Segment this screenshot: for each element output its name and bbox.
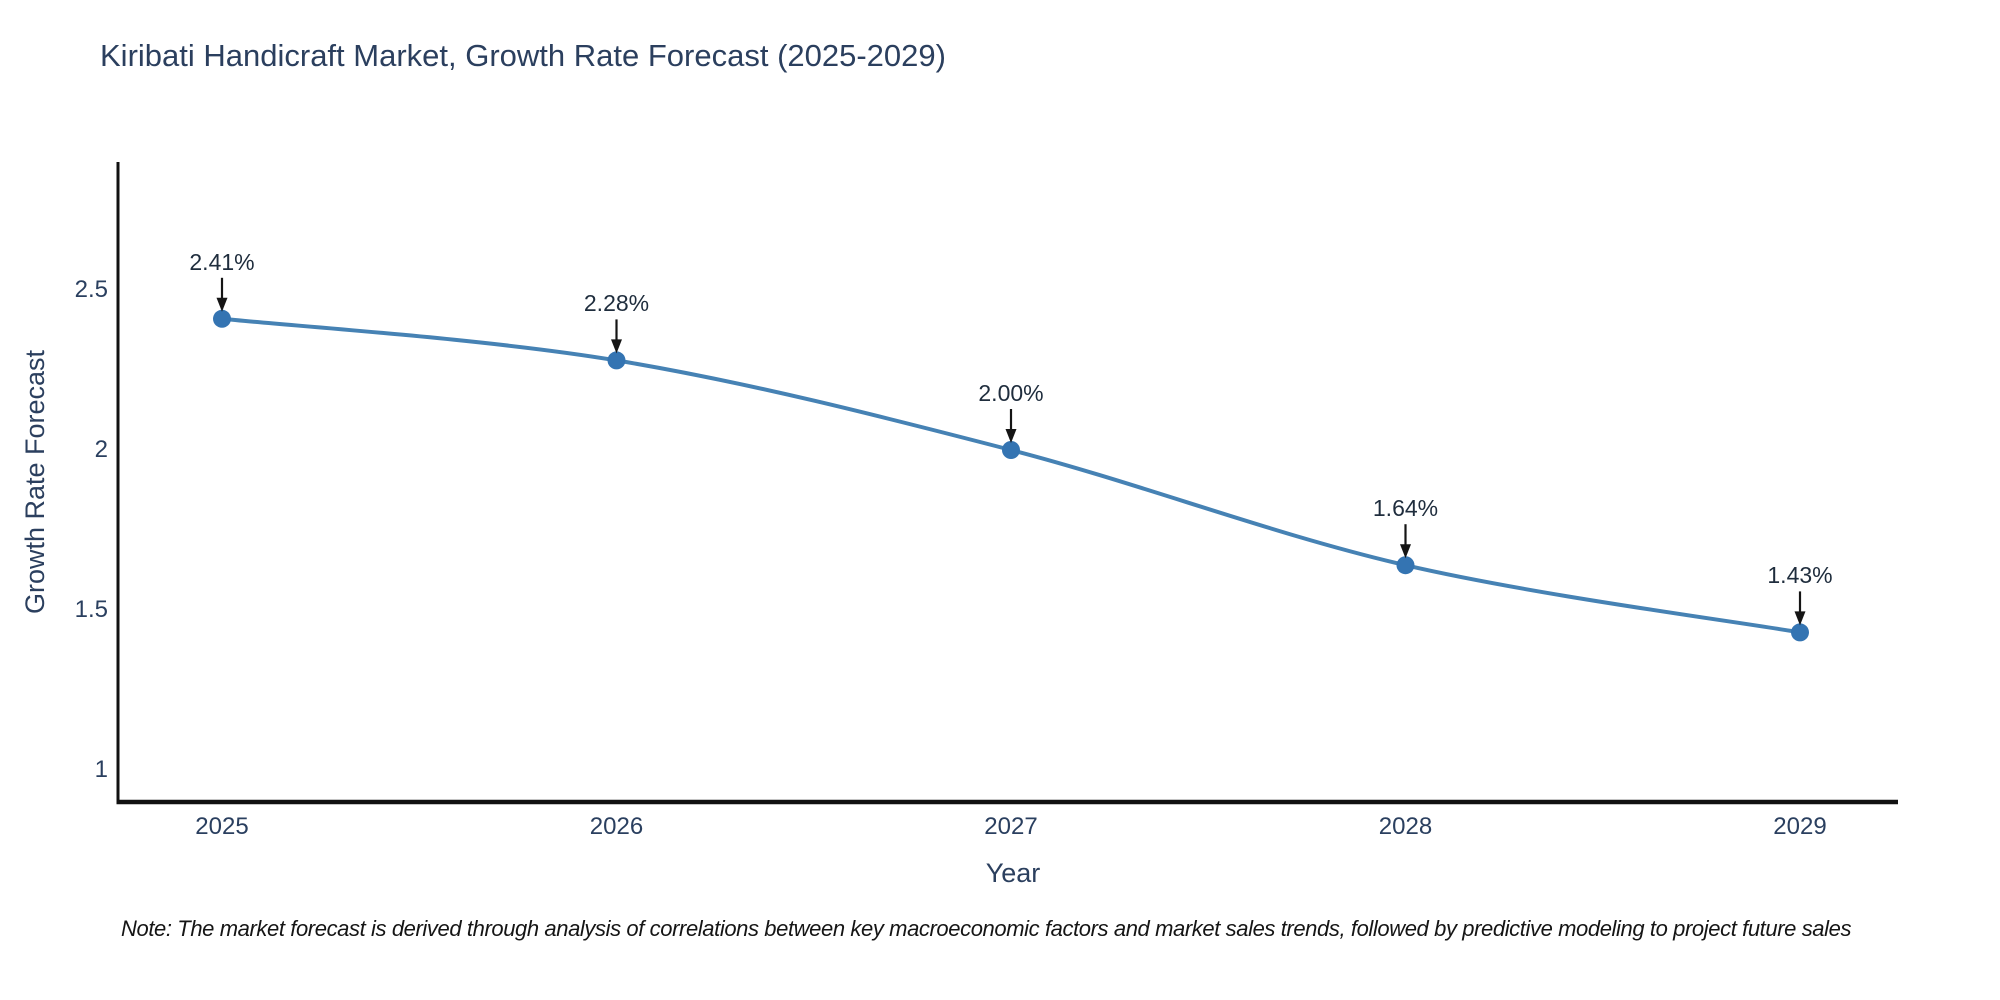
x-tick-label: 2029 xyxy=(1773,813,1827,840)
data-point-marker xyxy=(1791,623,1809,642)
data-point-label: 2.41% xyxy=(189,248,255,275)
annotation-arrow-head xyxy=(1794,611,1806,626)
data-point-marker xyxy=(1002,441,1020,459)
data-point-marker xyxy=(1396,556,1415,575)
data-point-label: 1.64% xyxy=(1372,495,1439,522)
y-tick-label: 1.5 xyxy=(74,596,108,623)
footnote: Note: The market forecast is derived thr… xyxy=(121,916,1852,941)
y-tick-label: 2.5 xyxy=(74,276,108,303)
x-tick-label: 2028 xyxy=(1378,813,1433,840)
annotation-arrow-head xyxy=(611,339,622,354)
data-point-marker xyxy=(607,351,626,370)
annotation-arrow-head xyxy=(1005,429,1017,443)
annotation-arrow-head xyxy=(216,297,228,312)
y-tick-label: 2 xyxy=(94,436,108,463)
x-tick-label: 2026 xyxy=(589,813,644,840)
trend-line xyxy=(220,316,1802,635)
data-point-label: 1.43% xyxy=(1767,562,1833,589)
y-tick-label: 1 xyxy=(94,756,108,783)
data-point-label: 2.00% xyxy=(978,380,1044,406)
x-tick-label: 2025 xyxy=(195,813,249,840)
chart-title: Kiribati Handicraft Market, Growth Rate … xyxy=(100,38,946,73)
annotation-arrow-head xyxy=(1400,544,1411,559)
x-axis-title: Year xyxy=(985,858,1041,888)
data-point-marker xyxy=(213,309,231,328)
data-point-label: 2.28% xyxy=(583,290,650,317)
x-tick-label: 2027 xyxy=(984,813,1038,840)
